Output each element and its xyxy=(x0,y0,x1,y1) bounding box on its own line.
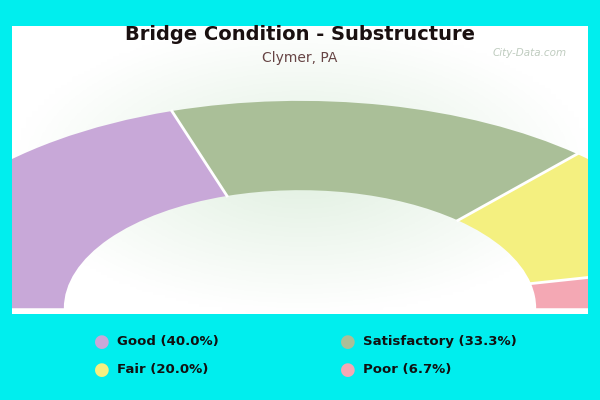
Text: Poor (6.7%): Poor (6.7%) xyxy=(363,364,451,376)
Wedge shape xyxy=(458,154,600,284)
Text: Bridge Condition - Substructure: Bridge Condition - Substructure xyxy=(125,24,475,44)
Wedge shape xyxy=(0,111,227,308)
Wedge shape xyxy=(172,101,577,220)
Text: ●: ● xyxy=(340,361,356,379)
Text: City-Data.com: City-Data.com xyxy=(493,48,567,58)
Text: ●: ● xyxy=(94,333,110,351)
Text: Good (40.0%): Good (40.0%) xyxy=(117,336,219,348)
Text: ●: ● xyxy=(94,361,110,379)
Text: Fair (20.0%): Fair (20.0%) xyxy=(117,364,208,376)
Text: Satisfactory (33.3%): Satisfactory (33.3%) xyxy=(363,336,517,348)
Wedge shape xyxy=(531,265,600,308)
Text: Clymer, PA: Clymer, PA xyxy=(262,51,338,65)
Text: ●: ● xyxy=(340,333,356,351)
